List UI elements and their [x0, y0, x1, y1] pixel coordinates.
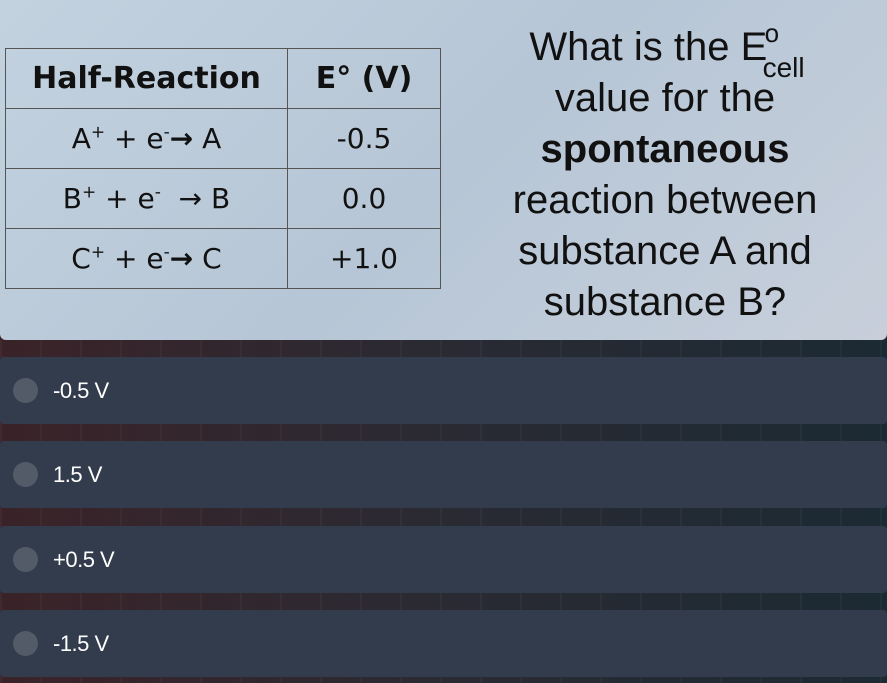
half-reaction-table: Half-Reaction E° (V) A+ + e-→ A -0.5 B+ …	[5, 48, 441, 289]
half-reaction: B+ + e- → B	[5, 168, 288, 229]
radio-button[interactable]	[13, 462, 38, 487]
radio-button[interactable]	[13, 547, 38, 572]
potential-value: +1.0	[287, 228, 441, 289]
radio-button[interactable]	[13, 378, 38, 403]
answer-option-2[interactable]: 1.5 V	[0, 441, 887, 508]
table-row: A+ + e-→ A -0.5	[5, 108, 441, 169]
table-row: B+ + e- → B 0.0	[5, 168, 441, 229]
header-potential: E° (V)	[287, 48, 441, 109]
radio-button[interactable]	[13, 631, 38, 656]
answer-option-1[interactable]: -0.5 V	[0, 357, 887, 424]
half-reaction: C+ + e-→ C	[5, 228, 288, 289]
table-header-row: Half-Reaction E° (V)	[5, 48, 441, 109]
question-card: Half-Reaction E° (V) A+ + e-→ A -0.5 B+ …	[0, 0, 887, 340]
half-reaction: A+ + e-→ A	[5, 108, 288, 169]
potential-value: -0.5	[287, 108, 441, 169]
potential-value: 0.0	[287, 168, 441, 229]
table-row: C+ + e-→ C +1.0	[5, 228, 441, 289]
answer-option-4[interactable]: -1.5 V	[0, 610, 887, 677]
header-half-reaction: Half-Reaction	[5, 48, 288, 109]
answer-option-3[interactable]: +0.5 V	[0, 526, 887, 593]
